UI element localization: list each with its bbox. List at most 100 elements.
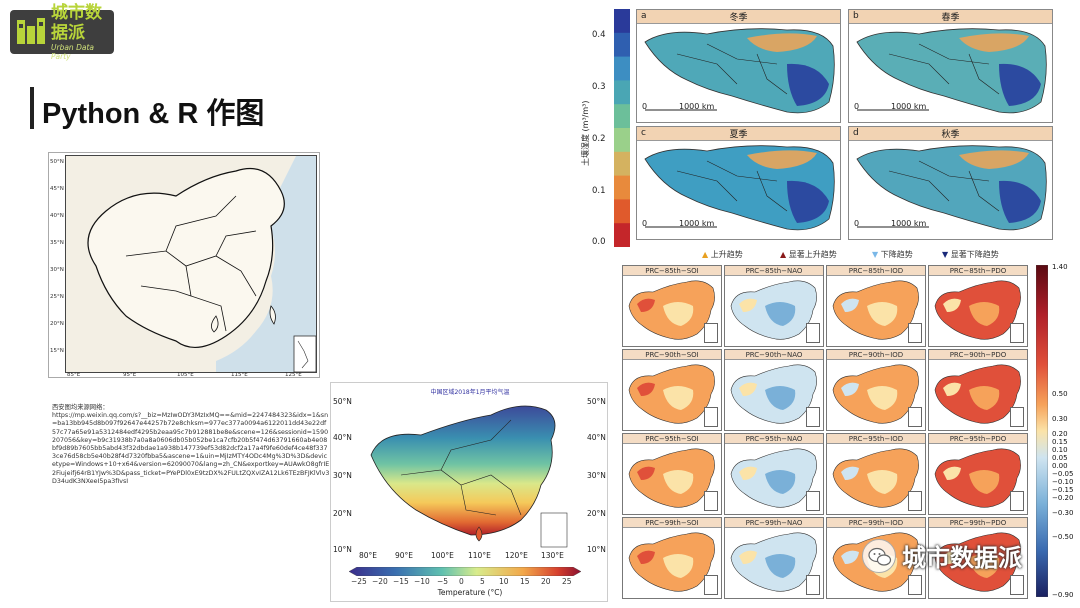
- lon-tick: 85°E: [67, 372, 81, 378]
- watermark: 城市数据派: [862, 538, 1022, 573]
- prc-cell: PRC−99th−NAO: [724, 517, 824, 599]
- south-china-sea-inset: [1010, 323, 1024, 343]
- subplot-letter: d: [853, 128, 859, 138]
- logo: 城市数据派 Urban Data Party: [10, 3, 114, 61]
- y-axis-label: 土壤湿度 (m³/m³): [581, 100, 590, 166]
- south-china-sea-inset: [704, 407, 718, 427]
- south-china-sea-inset: [908, 575, 922, 595]
- scale-zero: 0: [854, 219, 860, 228]
- lat-tick: 10°N: [587, 545, 606, 554]
- y-tick: 0.4: [592, 30, 606, 40]
- colorbar-tick: −0.30: [1052, 509, 1074, 517]
- subplot-letter: a: [641, 11, 647, 21]
- lat-tick: 20°N: [587, 509, 606, 518]
- triangle-up-icon: ▲: [780, 250, 787, 259]
- subplot-spring: b 春季 0 1000 km: [848, 9, 1053, 123]
- colorbar-tick: −5: [437, 577, 449, 586]
- lon-tick: 125°E: [285, 372, 302, 378]
- south-china-sea-inset: [806, 407, 820, 427]
- subplot-winter: a 冬季 0 1000 km: [636, 9, 841, 123]
- prc-cell: PRC−90th−SOI: [622, 349, 722, 431]
- lon-tick: 100°E: [431, 551, 454, 560]
- scale-km: 1000 km: [679, 102, 715, 111]
- lon-tick: 115°E: [231, 372, 248, 378]
- lat-tick: 30°N: [50, 267, 64, 273]
- lat-tick: 40°N: [50, 213, 64, 219]
- colorbar-tick: −0.50: [1052, 533, 1074, 541]
- colorbar-tick: −10: [414, 577, 430, 586]
- subplot-letter: b: [853, 11, 859, 21]
- subplot-letter: c: [641, 128, 646, 138]
- map-frame: [65, 155, 317, 373]
- prc-cell: PRC−85th−IOD: [826, 265, 926, 347]
- prc-cell-label: PRC−85th−NAO: [725, 266, 823, 276]
- prc-cell-label: PRC−90th−PDO: [929, 350, 1027, 360]
- lon-tick: 80°E: [359, 551, 378, 560]
- colorbar-tick: 0.20: [1052, 430, 1068, 438]
- south-china-sea-inset: [704, 491, 718, 511]
- south-china-sea-inset: [704, 323, 718, 343]
- legend-item: ▲ 上升趋势: [702, 250, 743, 259]
- correlation-colorbar: [1036, 265, 1048, 597]
- south-china-sea-inset: [908, 491, 922, 511]
- lat-tick: 40°N: [587, 433, 606, 442]
- prc-cell-label: PRC−99th−SOI: [623, 518, 721, 528]
- source-text: 西安图均来源网络： https://mp.weixin.qq.com/s?__b…: [52, 404, 330, 485]
- prc-cell: PRC−85th−SOI: [622, 265, 722, 347]
- prc-cell: PRC−95th−NAO: [724, 433, 824, 515]
- scale-km: 1000 km: [891, 219, 927, 228]
- south-china-sea-inset: [806, 491, 820, 511]
- colorbar-tick: 20: [541, 577, 551, 586]
- colorbar-tick: −25: [351, 577, 367, 586]
- lon-tick: 90°E: [395, 551, 414, 560]
- prc-cell-label: PRC−90th−NAO: [725, 350, 823, 360]
- colorbar-label: Temperature (°C): [437, 588, 503, 597]
- temperature-map: 中国区域2018年1月平均气温 50°N 40°N 30°N 20°N 10°N…: [330, 382, 608, 602]
- prc-cell: PRC−99th−PDO: [928, 517, 1028, 599]
- prc-cell: PRC−95th−SOI: [622, 433, 722, 515]
- legend-item: ▼ 显著下降趋势: [942, 250, 999, 259]
- south-china-sea-inset: [908, 323, 922, 343]
- prc-cell: PRC−90th−PDO: [928, 349, 1028, 431]
- china-outline-map: 50°N 45°N 40°N 35°N 30°N 25°N 20°N 15°N …: [48, 152, 320, 378]
- lat-tick-left: 40°N: [333, 433, 352, 442]
- lat-tick: 20°N: [50, 321, 64, 327]
- soil-moisture-colorbar: [614, 9, 630, 247]
- colorbar-tick: −0.90: [1052, 591, 1074, 599]
- colorbar-tick: 15: [520, 577, 530, 586]
- south-china-sea-inset: [1010, 491, 1024, 511]
- legend-item: ▼ 下降趋势: [872, 250, 913, 259]
- triangle-down-icon: ▼: [942, 250, 949, 259]
- subplot-map: [644, 28, 835, 114]
- prc-cell-label: PRC−95th−PDO: [929, 434, 1027, 444]
- colorbar-tick: −20: [372, 577, 388, 586]
- south-china-sea-inset: [1010, 575, 1024, 595]
- lon-tick: 110°E: [468, 551, 491, 560]
- prc-cell-label: PRC−95th−IOD: [827, 434, 925, 444]
- colorbar-tick: −0.05: [1052, 470, 1074, 478]
- scale-km: 1000 km: [891, 102, 927, 111]
- prc-cell-label: PRC−90th−SOI: [623, 350, 721, 360]
- title-accent-bar: [30, 87, 34, 129]
- colorbar-tick: 5: [480, 577, 485, 586]
- prc-cell-label: PRC−95th−SOI: [623, 434, 721, 444]
- lat-tick: 25°N: [50, 294, 64, 300]
- y-tick: 0.3: [592, 82, 606, 92]
- subplot-map: [856, 28, 1047, 114]
- colorbar-tick: −15: [393, 577, 409, 586]
- subplot-season: 秋季: [941, 130, 960, 140]
- colorbar-tick: −0.10: [1052, 478, 1074, 486]
- colorbar-tick: 0: [459, 577, 464, 586]
- south-china-sea-inset: [1010, 407, 1024, 427]
- scale-zero: 0: [642, 102, 648, 111]
- south-china-sea-inset: [704, 575, 718, 595]
- triangle-up-icon: ▲: [702, 250, 709, 259]
- y-tick: 0.0: [592, 237, 606, 247]
- prc-cell: PRC−95th−IOD: [826, 433, 926, 515]
- colorbar-tick: −0.20: [1052, 494, 1074, 502]
- prc-cell-label: PRC−99th−PDO: [929, 518, 1027, 528]
- prc-cell-label: PRC−99th−IOD: [827, 518, 925, 528]
- colorbar-tick: 1.40: [1052, 263, 1068, 271]
- y-tick: 0.2: [592, 134, 606, 144]
- prc-cell-label: PRC−85th−IOD: [827, 266, 925, 276]
